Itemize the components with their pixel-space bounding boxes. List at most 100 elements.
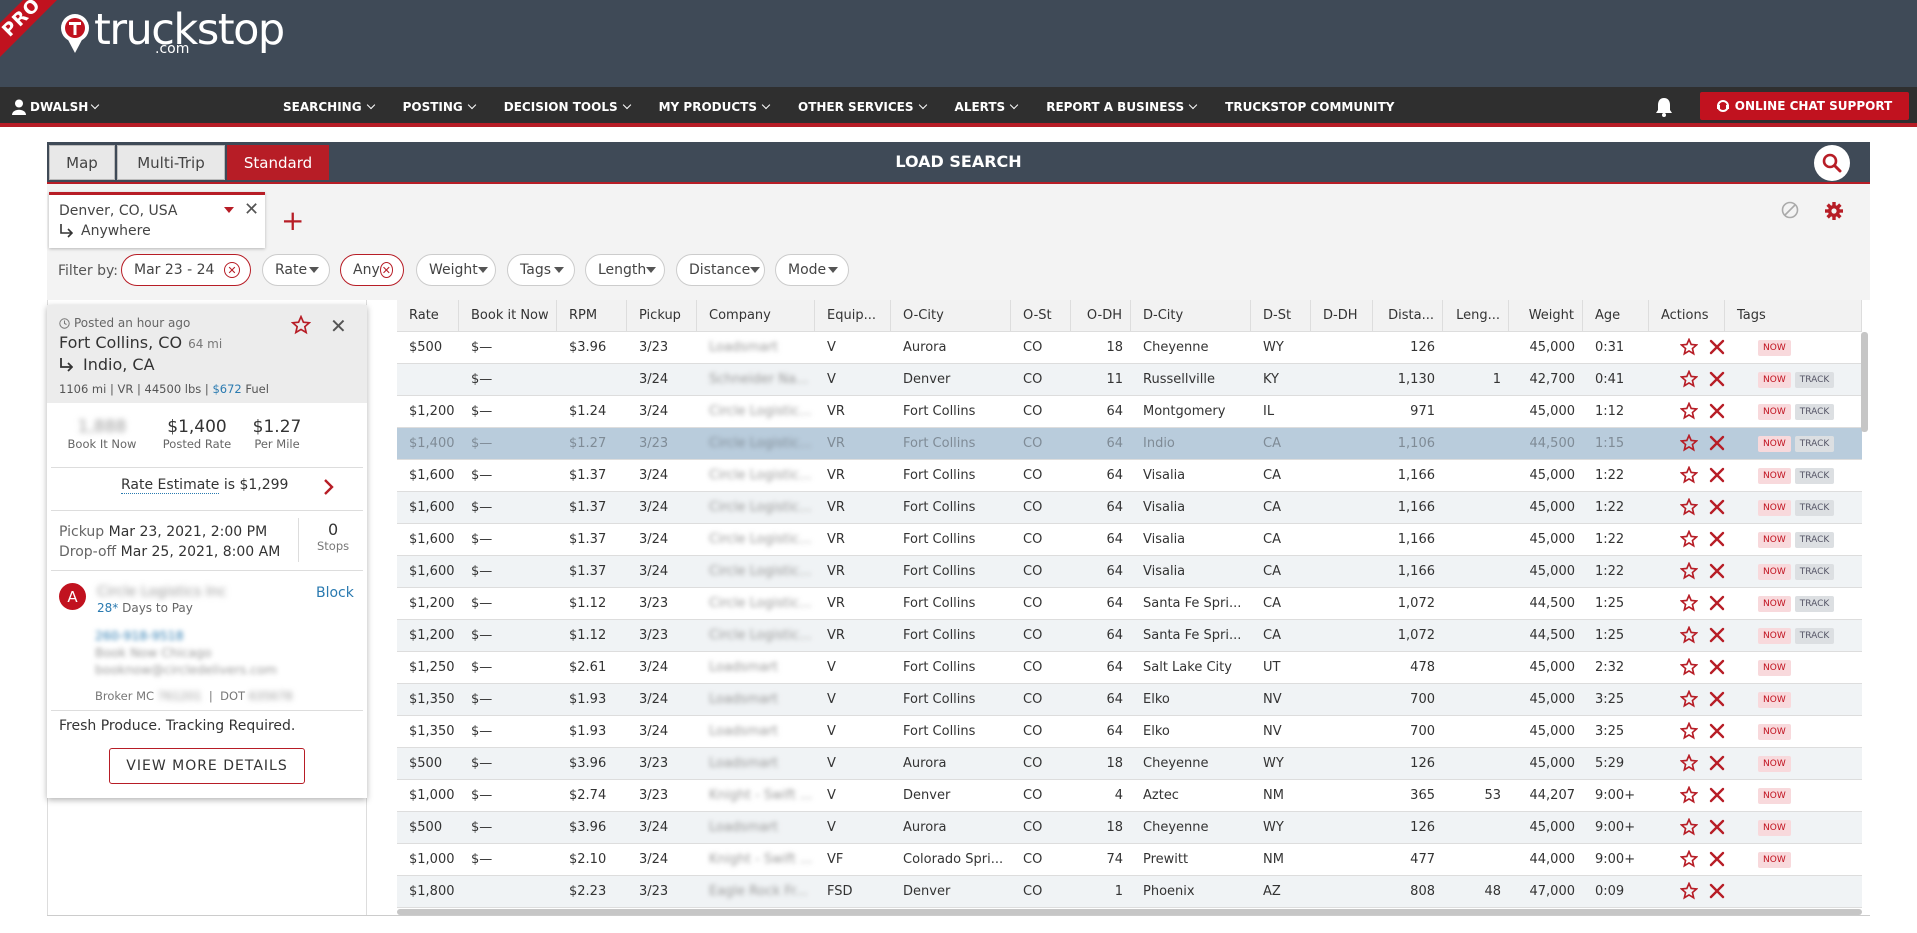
table-row[interactable]: $1,800 $2.23 3/23 Eagle Rock Fr... FSD Denver… — [397, 876, 1862, 908]
star-icon[interactable] — [1679, 689, 1699, 712]
table-row[interactable]: $1,000 $— $2.74 3/23 Knight - Swift ... V Denv… — [397, 780, 1862, 812]
column-header-age[interactable]: Age — [1583, 300, 1649, 332]
filter-rate[interactable]: Rate — [262, 254, 330, 286]
table-row[interactable]: $500 $— $3.96 3/23 Loadsmart V Aurora CO 18 Cheye… — [397, 332, 1862, 364]
view-more-details-button[interactable]: VIEW MORE DETAILS — [109, 748, 305, 784]
table-row[interactable]: $1,350 $— $1.93 3/24 Loadsmart V Fort Collins C… — [397, 684, 1862, 716]
cell-company[interactable]: Schneider Na... — [709, 372, 809, 387]
close-icon[interactable] — [1709, 787, 1725, 807]
star-icon[interactable] — [1679, 465, 1699, 488]
table-row[interactable]: $1,600 $— $1.37 3/24 Circle Logistic... VR For… — [397, 492, 1862, 524]
nav-truckstop-community[interactable]: TRUCKSTOP COMMUNITY — [1225, 100, 1395, 114]
column-header-dcity[interactable]: D-City — [1131, 300, 1251, 332]
close-icon[interactable]: ✕ — [330, 314, 347, 338]
column-header-equip[interactable]: Equip... — [815, 300, 891, 332]
search-button[interactable] — [1814, 145, 1850, 181]
close-icon[interactable] — [1709, 403, 1725, 423]
bell-icon[interactable] — [1655, 97, 1673, 121]
cell-company[interactable]: Circle Logistic... — [709, 532, 812, 547]
column-header-ddh[interactable]: D-DH — [1311, 300, 1373, 332]
table-row[interactable]: $1,600 $— $1.37 3/24 Circle Logistic... VR For… — [397, 460, 1862, 492]
close-icon[interactable] — [1709, 531, 1725, 551]
column-header-weight[interactable]: Weight — [1509, 300, 1583, 332]
cell-company[interactable]: Knight - Swift ... — [709, 788, 813, 803]
cell-company[interactable]: Circle Logistic... — [709, 596, 812, 611]
filter-length[interactable]: Length — [585, 254, 665, 286]
cell-company[interactable]: Loadsmart — [709, 692, 779, 707]
online-chat-support-button[interactable]: ONLINE CHAT SUPPORT — [1700, 92, 1909, 120]
close-icon[interactable] — [1709, 883, 1725, 903]
cell-company[interactable]: Circle Logistic... — [709, 404, 812, 419]
close-icon[interactable] — [1709, 595, 1725, 615]
tab-map[interactable]: Map — [49, 145, 115, 180]
close-icon[interactable] — [1709, 563, 1725, 583]
star-icon[interactable] — [1679, 561, 1699, 584]
close-icon[interactable] — [1709, 339, 1725, 359]
table-row[interactable]: $1,200 $— $1.12 3/23 Circle Logistic... VR For… — [397, 588, 1862, 620]
table-row[interactable]: $1,600 $— $1.37 3/24 Circle Logistic... VR For… — [397, 556, 1862, 588]
filter-mode[interactable]: Mode — [775, 254, 849, 286]
star-icon[interactable] — [1679, 753, 1699, 776]
clear-icon[interactable] — [1781, 201, 1799, 223]
table-row[interactable]: $1,200 $— $1.24 3/24 Circle Logistic... VR For… — [397, 396, 1862, 428]
cell-company[interactable]: Circle Logistic... — [709, 468, 812, 483]
filter-date[interactable]: Mar 23 - 24 ✕ — [121, 254, 251, 286]
caret-down-icon[interactable] — [224, 207, 234, 213]
phone-link[interactable]: 260-918-9518 — [95, 628, 184, 643]
star-icon[interactable] — [1679, 657, 1699, 680]
cell-company[interactable]: Loadsmart — [709, 820, 779, 835]
gear-icon[interactable] — [1824, 201, 1844, 225]
close-icon[interactable] — [1709, 755, 1725, 775]
star-icon[interactable] — [1679, 529, 1699, 552]
table-row[interactable]: $— 3/24 Schneider Na... V Denver CO 11 Russellv… — [397, 364, 1862, 396]
table-row[interactable]: $1,600 $— $1.37 3/24 Circle Logistic... VR For… — [397, 524, 1862, 556]
star-icon[interactable] — [1679, 721, 1699, 744]
cell-company[interactable]: Loadsmart — [709, 340, 779, 355]
lane-card[interactable]: Denver, CO, USA Anywhere ✕ — [49, 192, 265, 248]
star-icon[interactable] — [1679, 849, 1699, 872]
star-icon[interactable] — [1679, 593, 1699, 616]
nav-decision-tools[interactable]: DECISION TOOLS — [504, 100, 631, 114]
column-header-actions[interactable]: Actions — [1649, 300, 1725, 332]
star-icon[interactable] — [1679, 401, 1699, 424]
table-row[interactable]: $1,000 $— $2.10 3/24 Knight - Swift ... VF Col… — [397, 844, 1862, 876]
truckstop-logo[interactable]: truckstop — [58, 8, 285, 58]
filter-weight[interactable]: Weight — [416, 254, 496, 286]
close-icon[interactable] — [1709, 467, 1725, 487]
filter-any[interactable]: Any ✕ — [340, 254, 404, 286]
table-row[interactable]: $1,200 $— $1.12 3/23 Circle Logistic... VR For… — [397, 620, 1862, 652]
user-menu[interactable]: DWALSH — [12, 87, 100, 127]
close-icon[interactable] — [1709, 435, 1725, 455]
cell-company[interactable]: Circle Logistic... — [709, 628, 812, 643]
company-name[interactable]: Circle Logistics Inc — [97, 584, 227, 600]
nav-other-services[interactable]: OTHER SERVICES — [798, 100, 927, 114]
star-icon[interactable] — [1679, 497, 1699, 520]
column-header-ost[interactable]: O-St — [1011, 300, 1071, 332]
star-icon[interactable] — [1679, 817, 1699, 840]
close-icon[interactable] — [1709, 819, 1725, 839]
close-icon[interactable] — [1709, 723, 1725, 743]
star-icon[interactable] — [1679, 785, 1699, 808]
column-header-rate[interactable]: Rate — [397, 300, 459, 332]
horizontal-scrollbar[interactable] — [397, 909, 1862, 915]
star-icon[interactable] — [1679, 433, 1699, 456]
star-icon[interactable] — [1679, 881, 1699, 904]
star-icon[interactable] — [1679, 369, 1699, 392]
star-icon[interactable] — [290, 314, 312, 339]
vertical-scrollbar[interactable] — [1861, 332, 1868, 432]
table-row[interactable]: $1,400 $— $1.27 3/23 Circle Logistic... VR For… — [397, 428, 1862, 460]
cell-company[interactable]: Loadsmart — [709, 660, 779, 675]
cell-company[interactable]: Loadsmart — [709, 724, 779, 739]
cell-company[interactable]: Circle Logistic... — [709, 436, 812, 451]
star-icon[interactable] — [1679, 625, 1699, 648]
close-icon[interactable] — [1709, 851, 1725, 871]
column-header-dst[interactable]: D-St — [1251, 300, 1311, 332]
cell-company[interactable]: Eagle Rock Fr... — [709, 884, 808, 899]
tab-multi-trip[interactable]: Multi-Trip — [117, 145, 225, 180]
close-icon[interactable] — [1709, 499, 1725, 519]
clear-filter-icon[interactable]: ✕ — [379, 262, 393, 278]
close-icon[interactable] — [1709, 371, 1725, 391]
column-header-odh[interactable]: O-DH — [1071, 300, 1131, 332]
rate-estimate[interactable]: Rate Estimate is $1,299 — [121, 477, 289, 494]
table-row[interactable]: $500 $— $3.96 3/23 Loadsmart V Aurora CO 18 Cheye… — [397, 748, 1862, 780]
